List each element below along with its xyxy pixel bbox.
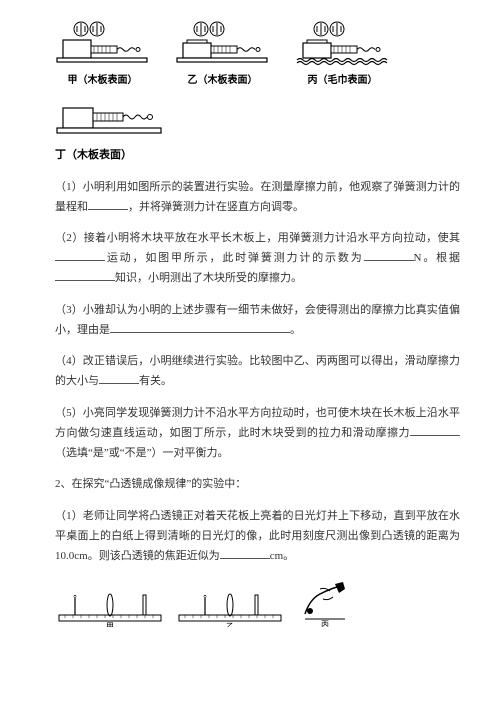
figure-ding-label: 丁（木板表面） [55,146,460,166]
blank-2[interactable] [55,249,105,261]
optics-figure-row: 甲 乙 丙 [55,579,460,627]
friction-diagram-yi [175,20,270,70]
figure-yi: 乙（木板表面） [175,20,270,90]
optics-figure-bing: 丙 [295,579,355,627]
blank-1[interactable] [88,198,128,210]
figure-ding: 丁（木板表面） [55,100,460,166]
figure-row-1: 甲（木板表面） 乙（木板表面） [55,20,460,90]
question-1-1: （1）小明利用如图所示的装置进行实验。在测量摩擦力前，他观察了弹簧测力计的量程和… [55,178,460,218]
q1-1-text-b: ，并将弹簧测力计在竖直方向调零。 [128,201,304,213]
optics-bench-1: 甲 [55,585,165,627]
q2-1-text-b: cm。 [270,550,294,562]
blank-4[interactable] [55,269,115,281]
svg-text:乙: 乙 [226,622,234,627]
blank-6[interactable] [99,372,139,384]
friction-diagram-ding [55,100,165,142]
friction-diagram-bing [295,20,390,70]
question-2: 2、在探究“凸透镜成像规律”的实验中： [55,475,460,495]
q1-4-text-b: 有关。 [139,375,172,387]
q1-2-text-a: （2）接着小明将木块平放在水平长木板上，用弹簧测力计沿水平方向拉动，使其 [55,232,460,244]
figure-bing-label: 丙（毛巾表面） [308,72,378,90]
q1-2-text-d: 知识，小明测出了木块所受的摩擦力。 [115,272,302,284]
question-1-3: （3）小雅却认为小明的上述步骤有一细节未做好，会使得测出的摩擦力比真实值偏小，理… [55,301,460,341]
figure-bing: 丙（毛巾表面） [295,20,390,90]
q1-3-text-b: 。 [290,324,301,336]
blank-8[interactable] [220,547,270,559]
figure-jia: 甲（木板表面） [55,20,150,90]
q1-5-text-a: （5）小亮同学发现弹簧测力计不沿水平方向拉动时，也可使木块在长木板上沿水平方向做… [55,407,460,439]
figure-jia-label: 甲（木板表面） [68,72,138,90]
q1-5-text-b: （选填“是”或“不是”）一对平衡力。 [55,447,229,459]
blank-3[interactable] [364,249,414,261]
optics-bench-2: 乙 [175,585,285,627]
blank-7[interactable] [410,424,460,436]
friction-diagram-jia [55,20,150,70]
question-1-4: （4）改正错误后，小明继续进行实验。比较图中乙、丙两图可以得出，滑动摩擦力的大小… [55,352,460,392]
question-1-5: （5）小亮同学发现弹簧测力计不沿水平方向拉动时，也可使木块在长木板上沿水平方向做… [55,404,460,463]
question-1-2: （2）接着小明将木块平放在水平长木板上，用弹簧测力计沿水平方向拉动，使其运动，如… [55,229,460,288]
figure-yi-label: 乙（木板表面） [188,72,258,90]
q1-2-text-b: 运动，如图甲所示，此时弹簧测力计的示数为 [105,252,364,264]
svg-text:丙: 丙 [321,620,329,627]
blank-5[interactable] [110,321,290,333]
svg-text:甲: 甲 [106,622,114,627]
q1-2-text-c: N。根据 [414,252,460,264]
question-2-1: （1）老师让同学将凸透镜正对着天花板上亮着的日光灯并上下移动，直到平放在水平桌面… [55,507,460,566]
